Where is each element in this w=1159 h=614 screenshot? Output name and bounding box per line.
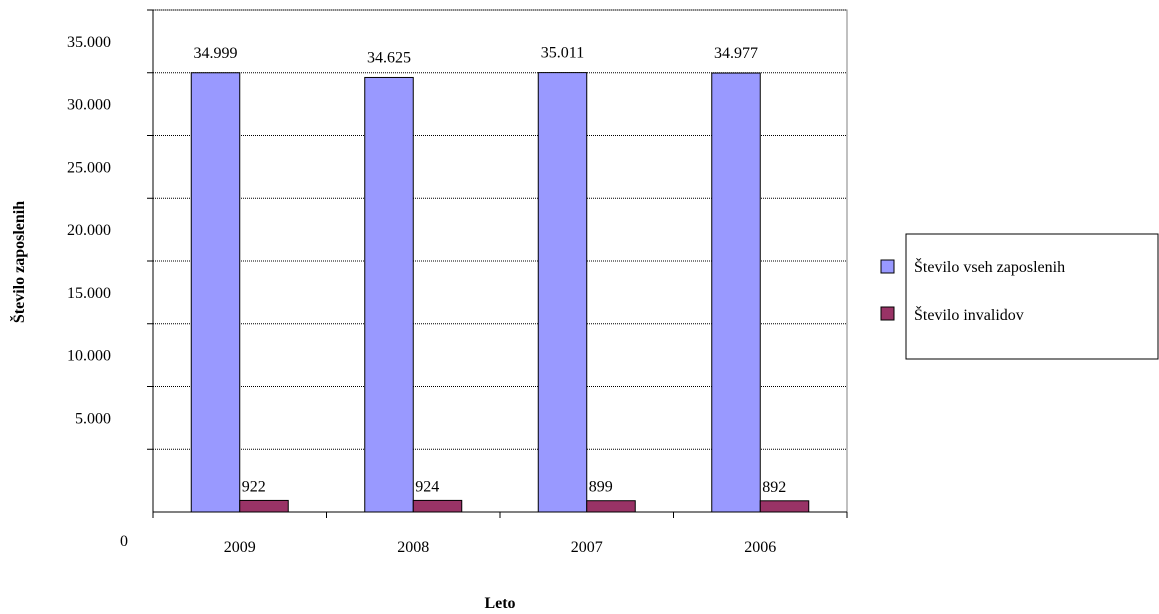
legend-swatch-series-2 [880,306,895,321]
data-label-series-2: 892 [762,479,786,496]
y-tick-label: 10.000 [67,348,111,365]
x-tick-label: 2009 [224,539,256,556]
y-tick-label: 25.000 [67,159,111,176]
bar-series-1 [190,72,241,513]
legend-label-series-2: Število invalidov [914,305,1024,324]
x-tick-label: 2006 [744,539,776,556]
data-label-series-2: 922 [242,478,266,495]
y-tick-label: 0 [120,533,128,550]
legend-swatch-series-1 [880,259,895,274]
y-tick-label: 35.000 [67,34,111,51]
y-tick-label: 20.000 [67,222,111,239]
y-axis-title: Število zaposlenih [9,201,28,323]
bar-series-2 [759,500,810,513]
legend-box [905,233,1159,360]
y-tick-label: 15.000 [67,285,111,302]
bar-series-2 [586,500,636,513]
bar-series-2 [239,499,289,513]
data-label-series-2: 899 [589,479,613,496]
data-label-series-1: 35.011 [541,45,584,62]
legend: Število vseh zaposlenih Število invalido… [880,233,1159,360]
bar-series-1 [537,72,588,513]
data-label-series-1: 34.625 [367,49,411,66]
x-tick-label: 2007 [571,539,603,556]
legend-label-series-1: Število vseh zaposlenih [914,257,1065,276]
x-tick-label: 2008 [397,539,429,556]
y-tick-label: 5.000 [75,410,111,427]
x-axis-title: Leto [484,595,515,612]
data-label-series-1: 34.999 [194,45,238,62]
y-tick-label: 30.000 [67,97,111,114]
data-label-series-1: 34.977 [714,45,758,62]
bar-series-2 [412,499,463,513]
bar-series-1 [711,72,761,513]
bar-series-1 [364,76,414,513]
data-label-series-2: 924 [415,478,439,495]
